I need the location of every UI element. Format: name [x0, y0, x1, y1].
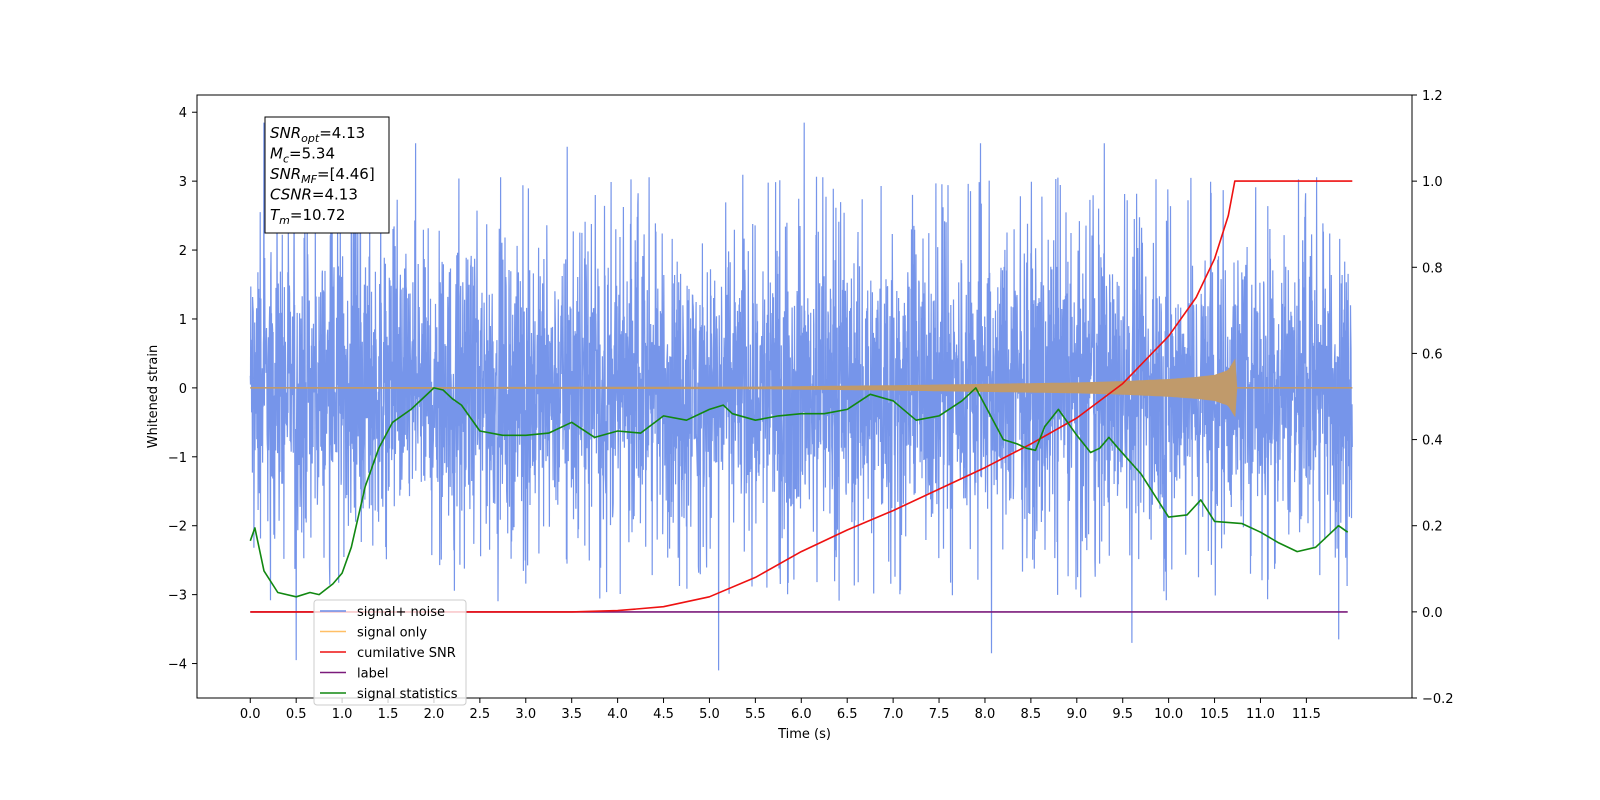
info-line: Tm=10.72	[270, 206, 345, 227]
y-tick-label: −2	[168, 520, 187, 535]
x-tick-label: 4.0	[607, 707, 628, 722]
x-tick-label: 11.5	[1292, 707, 1321, 722]
y-tick-label: 0	[179, 382, 187, 397]
y-tick-label: −1	[168, 451, 187, 466]
x-axis: 0.0 0.5 1.0 1.5 2.0 2.5 3.0 3.5 4.0 4.5 5.0 5.5 6.0 6…	[240, 698, 1321, 722]
x-tick-label: 10.0	[1154, 707, 1183, 722]
y2-tick-label: 0.4	[1422, 434, 1443, 449]
x-tick-label: 5.0	[699, 707, 720, 722]
y-tick-label: −4	[168, 658, 187, 673]
y-tick-label: 3	[179, 175, 187, 190]
y-axis-left: 4 3 2 1 0 −1 −2 −3 −4	[168, 106, 197, 673]
x-tick-label: 9.0	[1066, 707, 1087, 722]
legend-frame	[313, 599, 467, 706]
x-tick-label: 10.5	[1200, 707, 1229, 722]
x-axis-label: Time (s)	[777, 727, 831, 742]
info-line: SNRopt=4.13	[270, 124, 365, 145]
legend-label: cumilative SNR	[357, 646, 456, 661]
info-line: Mc=5.34	[270, 145, 335, 166]
y2-tick-label: 0.6	[1422, 347, 1443, 362]
info-line: CSNR=4.13	[270, 186, 358, 204]
y2-tick-label: 0.8	[1422, 261, 1443, 276]
info-box-frame	[264, 116, 390, 234]
x-tick-label: 7.5	[929, 707, 950, 722]
y-tick-label: 2	[179, 244, 187, 259]
y2-tick-label: 0.0	[1422, 606, 1443, 621]
x-tick-label: 0.0	[240, 707, 261, 722]
x-tick-label: 9.5	[1112, 707, 1133, 722]
x-tick-label: 8.5	[1021, 707, 1042, 722]
x-tick-label: 3.0	[515, 707, 536, 722]
x-tick-label: 0.5	[286, 707, 307, 722]
x-tick-label: 1.0	[332, 707, 353, 722]
y-tick-label: 4	[179, 106, 187, 121]
legend-label: signal only	[357, 626, 427, 641]
x-tick-label: 6.5	[837, 707, 858, 722]
series-cumilative-snr	[250, 180, 1353, 613]
y2-tick-label: −0.2	[1422, 692, 1454, 707]
series-signal-statistics	[249, 387, 1349, 598]
x-tick-label: 5.5	[745, 707, 766, 722]
y2-tick-label: 1.0	[1422, 175, 1443, 190]
y-tick-label: −3	[168, 589, 187, 604]
x-tick-label: 8.0	[975, 707, 996, 722]
legend-label: label	[357, 667, 388, 682]
x-tick-label: 7.0	[883, 707, 904, 722]
x-tick-label: 2.5	[470, 707, 491, 722]
y2-tick-label: 0.2	[1422, 520, 1443, 535]
info-line: SNRMF=[4.46]	[270, 165, 375, 186]
x-tick-label: 11.0	[1246, 707, 1275, 722]
y2-tick-label: 1.2	[1422, 89, 1443, 104]
axes-frame	[196, 94, 1413, 699]
x-tick-label: 3.5	[561, 707, 582, 722]
x-tick-label: 2.0	[424, 707, 445, 722]
x-tick-label: 6.0	[791, 707, 812, 722]
x-tick-label: 1.5	[378, 707, 399, 722]
y-tick-label: 1	[179, 313, 187, 328]
legend-label: signal+ noise	[357, 605, 445, 620]
x-tick-label: 4.5	[653, 707, 674, 722]
legend: signal+ noise signal only cumilative SNR la…	[313, 599, 467, 706]
legend-label: signal statistics	[357, 687, 458, 702]
y-axis-right: 1.2 1.0 0.8 0.6 0.4 0.2 0.0 −0.2	[1412, 89, 1454, 707]
y-axis-label: Whitened strain	[146, 345, 161, 448]
